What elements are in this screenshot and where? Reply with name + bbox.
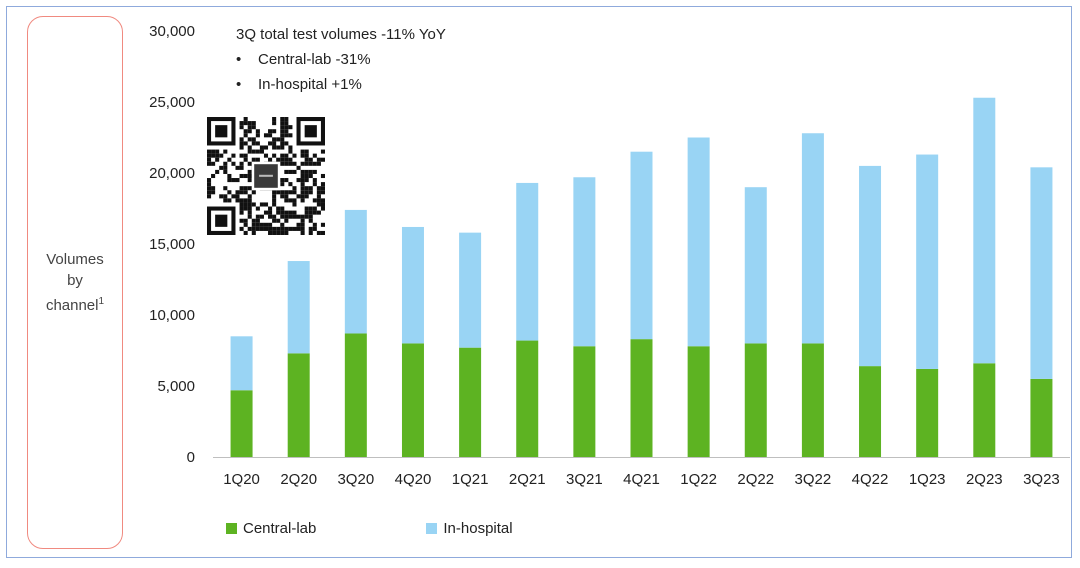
x-tick-label: 1Q22	[680, 471, 717, 488]
x-tick-label: 4Q22	[852, 471, 889, 488]
y-tick-label: 15,000	[149, 236, 195, 253]
bar-central-lab	[859, 366, 882, 457]
legend-label-in-hospital: In-hospital	[443, 520, 513, 537]
bar-in-hospital	[973, 97, 996, 364]
bar-in-hospital	[801, 133, 824, 344]
annotation-headline: 3Q total test volumes -11% YoY	[236, 26, 446, 43]
legend-item-in-hospital: In-hospital	[426, 520, 513, 537]
bar-in-hospital	[459, 232, 482, 348]
row-label: Volumes by channel1	[46, 249, 104, 316]
x-tick-label: 2Q22	[737, 471, 774, 488]
bar-central-lab	[916, 368, 939, 457]
bar-in-hospital	[859, 165, 882, 367]
annotation-bullet: • In-hospital +1%	[236, 76, 362, 93]
bar-central-lab	[573, 346, 596, 457]
bar-central-lab	[801, 343, 824, 457]
annotation-bullet-text: In-hospital +1%	[258, 76, 362, 93]
x-tick-label: 3Q21	[566, 471, 603, 488]
legend-swatch-in-hospital	[426, 523, 438, 534]
bar-central-lab	[516, 340, 539, 457]
x-tick-label: 2Q20	[280, 471, 317, 488]
x-tick-label: 2Q21	[509, 471, 546, 488]
bar-in-hospital	[401, 226, 424, 344]
outer-frame	[6, 6, 1072, 558]
bar-central-lab	[230, 390, 253, 457]
y-tick-label: 20,000	[149, 165, 195, 182]
bar-central-lab	[744, 343, 767, 457]
chart-legend: Central-lab In-hospital	[226, 520, 623, 537]
y-tick-label: 30,000	[149, 23, 195, 40]
bar-central-lab	[687, 346, 710, 457]
y-tick-label: 25,000	[149, 94, 195, 111]
bar-central-lab	[1030, 378, 1053, 457]
bar-in-hospital	[630, 151, 653, 340]
row-label-box: Volumes by channel1	[27, 16, 123, 549]
bar-central-lab	[401, 343, 424, 457]
bar-central-lab	[973, 363, 996, 457]
x-tick-label: 3Q20	[337, 471, 374, 488]
legend-label-central-lab: Central-lab	[243, 520, 317, 537]
bar-in-hospital	[1030, 167, 1053, 379]
bar-in-hospital	[344, 209, 367, 334]
x-tick-label: 1Q23	[909, 471, 946, 488]
y-tick-label: 0	[187, 449, 195, 466]
bar-in-hospital	[744, 187, 767, 344]
x-tick-label: 4Q20	[395, 471, 432, 488]
bar-central-lab	[287, 353, 310, 457]
bar-in-hospital	[287, 261, 310, 354]
chart-annotation: 3Q total test volumes -11% YoY • Central-…	[236, 22, 446, 97]
row-label-line2: by	[67, 272, 83, 289]
x-tick-label: 1Q20	[223, 471, 260, 488]
row-label-line3: channel	[45, 297, 99, 314]
x-tick-label: 2Q23	[966, 471, 1003, 488]
annotation-bullet: • Central-lab -31%	[236, 51, 371, 68]
qr-code-icon	[207, 117, 325, 235]
bar-central-lab	[630, 339, 653, 457]
bar-in-hospital	[516, 182, 539, 341]
y-tick-label: 5,000	[157, 378, 195, 395]
bar-in-hospital	[573, 177, 596, 347]
bar-in-hospital	[230, 336, 253, 391]
x-tick-label: 3Q22	[795, 471, 832, 488]
legend-swatch-central-lab	[226, 523, 237, 534]
x-tick-label: 3Q23	[1023, 471, 1060, 488]
x-tick-label: 4Q21	[623, 471, 660, 488]
bar-central-lab	[459, 347, 482, 457]
annotation-bullet-text: Central-lab -31%	[258, 51, 371, 68]
x-tick-label: 1Q21	[452, 471, 489, 488]
legend-item-central-lab: Central-lab	[226, 520, 316, 537]
y-tick-label: 10,000	[149, 307, 195, 324]
bar-in-hospital	[687, 137, 710, 347]
bar-in-hospital	[916, 154, 939, 369]
row-label-footnote: 1	[98, 296, 105, 307]
bar-central-lab	[344, 333, 367, 457]
row-label-line1: Volumes	[46, 251, 104, 268]
